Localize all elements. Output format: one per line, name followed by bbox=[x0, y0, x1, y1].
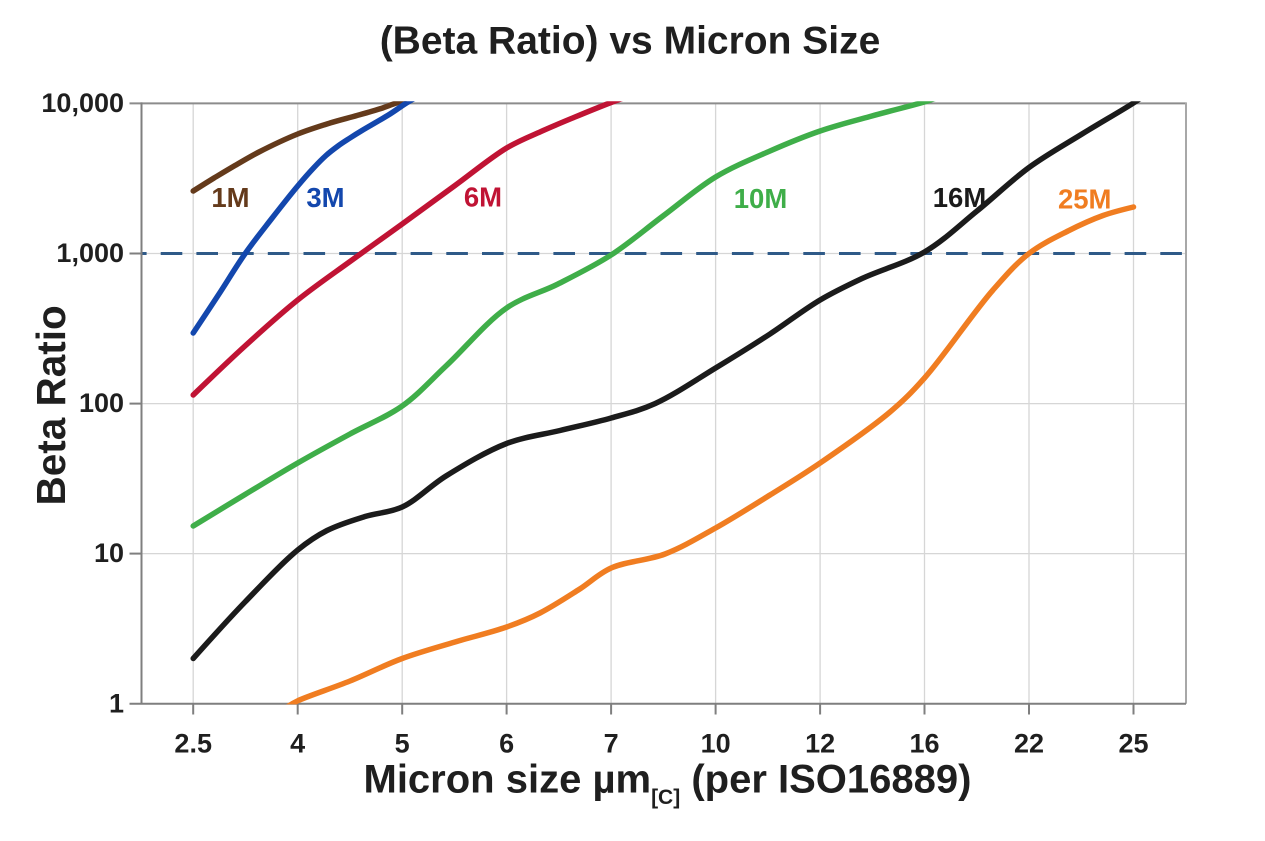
svg-text:10: 10 bbox=[701, 729, 731, 759]
svg-text:6M: 6M bbox=[464, 182, 502, 213]
svg-text:1,000: 1,000 bbox=[56, 238, 124, 268]
svg-text:(Beta Ratio) vs Micron Size: (Beta Ratio) vs Micron Size bbox=[380, 20, 881, 63]
svg-text:12: 12 bbox=[805, 729, 835, 759]
svg-text:10: 10 bbox=[94, 538, 124, 568]
svg-text:5: 5 bbox=[395, 729, 410, 759]
svg-text:1M: 1M bbox=[211, 182, 249, 213]
svg-text:16: 16 bbox=[909, 729, 939, 759]
svg-text:16M: 16M bbox=[933, 182, 987, 213]
svg-text:25M: 25M bbox=[1058, 184, 1112, 215]
svg-text:10M: 10M bbox=[734, 183, 788, 214]
svg-text:4: 4 bbox=[290, 729, 305, 759]
svg-text:3M: 3M bbox=[306, 182, 344, 213]
svg-text:10,000: 10,000 bbox=[41, 88, 124, 118]
svg-text:25: 25 bbox=[1118, 729, 1148, 759]
svg-text:2.5: 2.5 bbox=[174, 729, 212, 759]
svg-text:6: 6 bbox=[499, 729, 514, 759]
svg-text:100: 100 bbox=[79, 388, 124, 418]
svg-text:7: 7 bbox=[604, 729, 619, 759]
svg-text:1: 1 bbox=[109, 688, 124, 718]
svg-text:Beta Ratio: Beta Ratio bbox=[28, 305, 74, 505]
svg-text:22: 22 bbox=[1014, 729, 1044, 759]
